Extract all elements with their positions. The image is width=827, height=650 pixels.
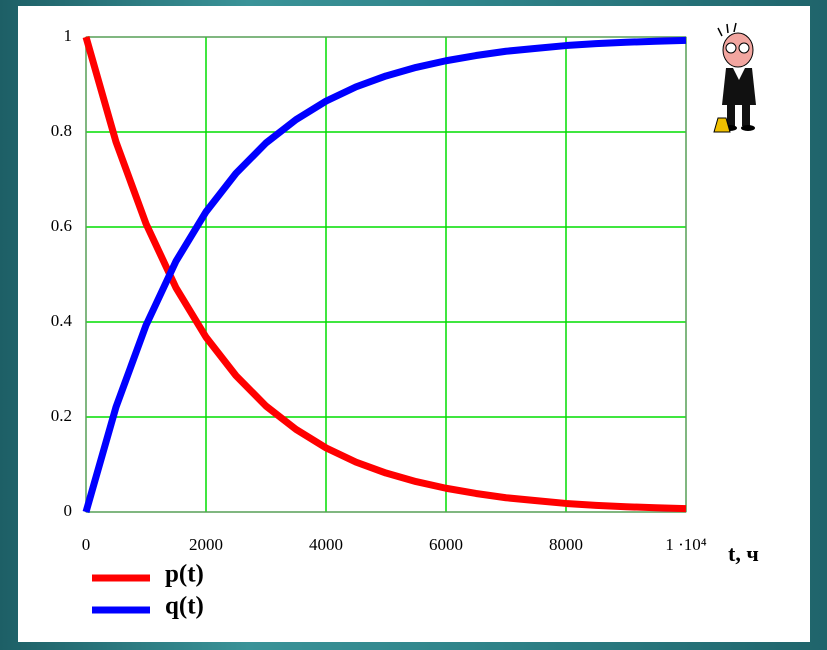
y-tick-label: 0.8	[51, 121, 72, 140]
x-tick-label: 1 ·10⁴	[665, 535, 706, 554]
x-tick-label: 8000	[549, 535, 583, 554]
y-tick-label: 0.4	[51, 311, 73, 330]
legend-label: p(t)	[165, 561, 204, 588]
y-tick-label: 0.6	[51, 216, 72, 235]
y-tick-label: 1	[64, 26, 73, 45]
x-tick-label: 6000	[429, 535, 463, 554]
y-tick-label: 0.2	[51, 406, 72, 425]
y-tick-label: 0	[64, 501, 73, 520]
page: {"chart_data": {"type": "line", "x_label…	[0, 0, 827, 650]
legend-label: q(t)	[165, 593, 204, 620]
x-tick-label: 2000	[189, 535, 223, 554]
x-axis-label: t, ч	[728, 541, 759, 566]
x-tick-label: 0	[82, 535, 91, 554]
chart: t, ч 0 0.2 0.4 0.6 0.8 1 0 2000 4000 6000 8000 1 ·1…	[0, 0, 827, 650]
x-tick-label: 4000	[309, 535, 343, 554]
